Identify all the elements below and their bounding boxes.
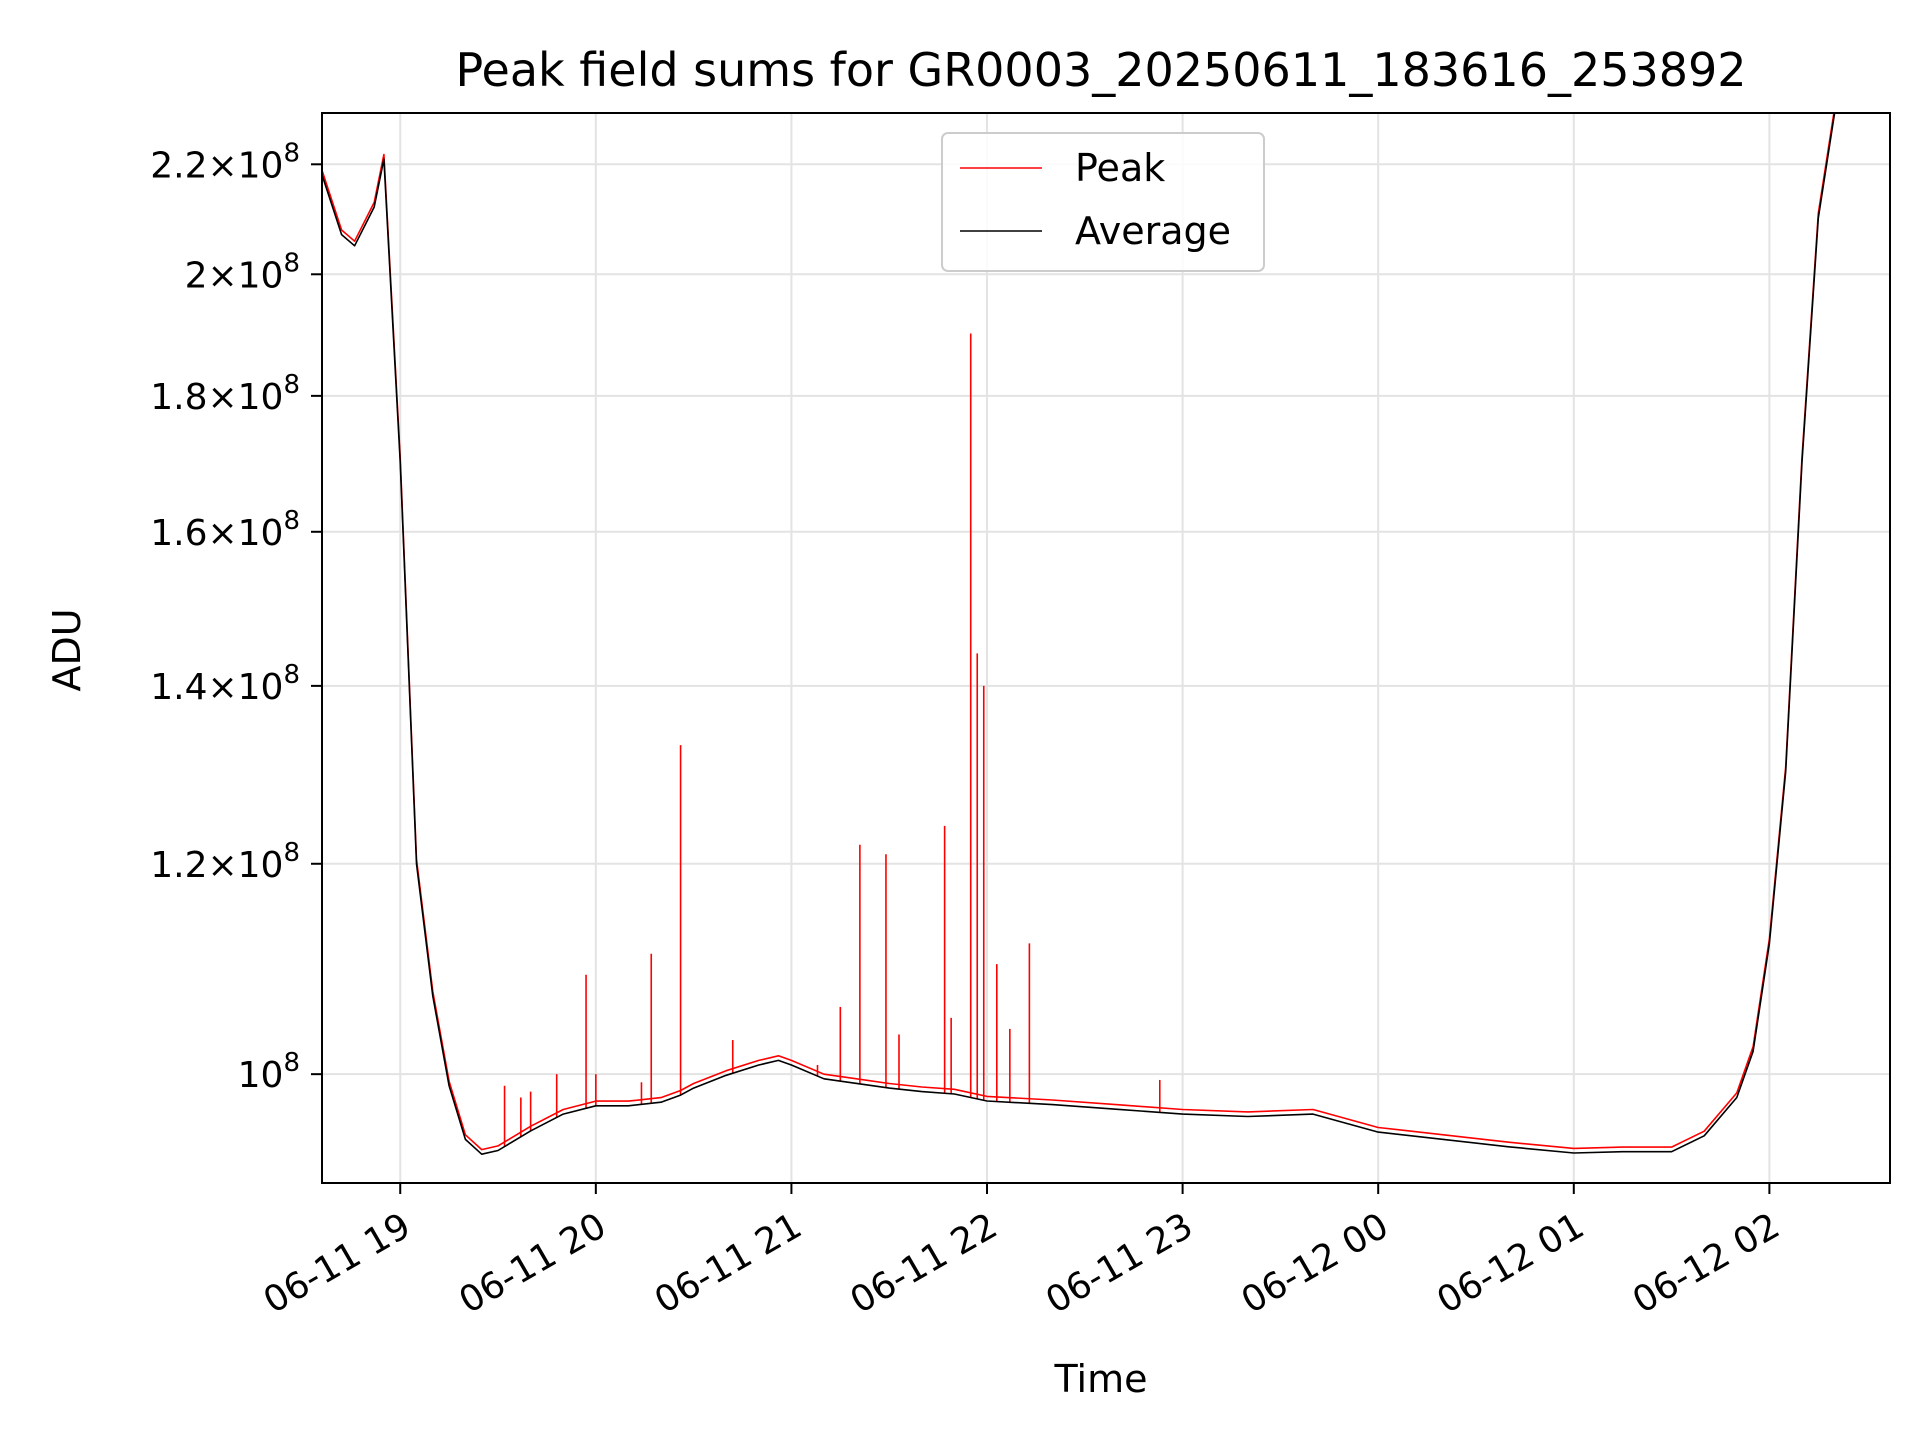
y-tick-exponent: 8 [283, 370, 300, 400]
y-tick-base: 2×10 [185, 255, 284, 296]
y-tick-exponent: 8 [283, 660, 300, 690]
y-tick-exponent: 8 [283, 1048, 300, 1078]
y-axis-label: ADU [45, 608, 89, 691]
legend: Peak Average [941, 132, 1265, 272]
y-tick-base: 1.6×10 [150, 513, 283, 554]
y-tick-label: 1.4×108 [150, 660, 300, 708]
y-tick-base: 2.2×10 [150, 145, 283, 186]
average-series-line [322, 113, 1836, 1155]
legend-label-peak: Peak [1075, 146, 1165, 190]
y-tick-base: 1.2×10 [150, 845, 283, 886]
y-tick-exponent: 8 [283, 506, 300, 536]
plot-area [322, 113, 1836, 1155]
y-tick-base: 10 [238, 1055, 284, 1096]
y-tick-exponent: 8 [283, 838, 300, 868]
y-tick-label: 1.2×108 [150, 838, 300, 886]
y-tick-exponent: 8 [283, 138, 300, 168]
y-tick-label: 1.8×108 [150, 370, 300, 418]
x-axis-label: Time [1054, 1357, 1148, 1401]
y-tick-base: 1.8×10 [150, 377, 283, 418]
y-tick-label: 2×108 [185, 248, 300, 296]
plot-frame [321, 112, 1891, 1184]
y-tick-base: 1.4×10 [150, 667, 283, 708]
chart-title: Peak field sums for GR0003_20250611_1836… [455, 43, 1746, 97]
y-tick-exponent: 8 [283, 248, 300, 278]
legend-label-average: Average [1075, 209, 1231, 253]
y-tick-label: 108 [238, 1048, 300, 1096]
y-axis: 1081.2×1081.4×1081.6×1081.8×1082×1082.2×… [150, 138, 322, 1096]
y-tick-label: 2.2×108 [150, 138, 300, 186]
y-tick-label: 1.6×108 [150, 506, 300, 554]
